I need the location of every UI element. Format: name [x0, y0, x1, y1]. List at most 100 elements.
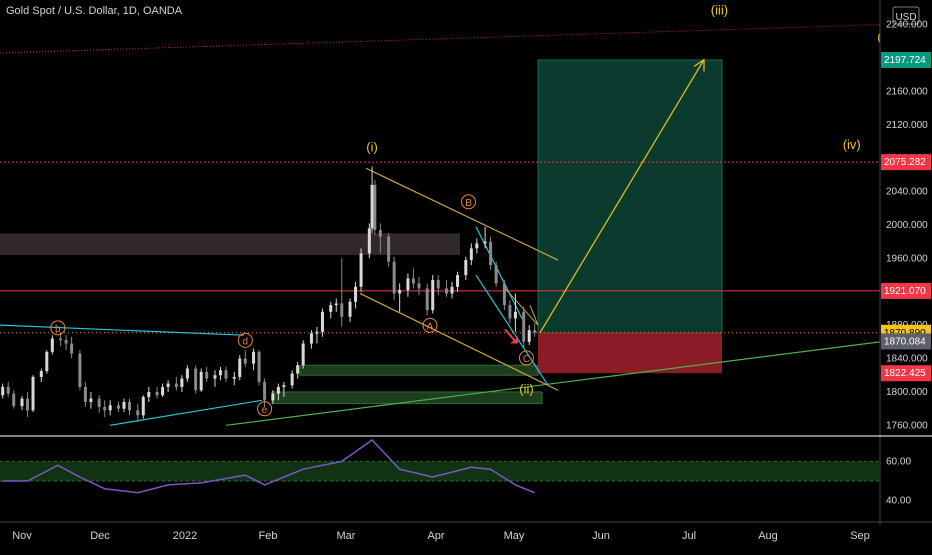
x-tick-label: Feb: [259, 530, 278, 542]
candle: [20, 396, 24, 411]
candle: [533, 323, 537, 337]
wave-label: (iii): [711, 3, 728, 18]
candle: [174, 376, 178, 391]
x-tick-label: Nov: [12, 530, 32, 542]
candle: [136, 403, 140, 422]
candle: [522, 306, 526, 349]
candle: [276, 383, 280, 401]
candle: [425, 283, 429, 316]
candle: [78, 350, 82, 391]
candle: [147, 386, 151, 402]
candle: [12, 390, 16, 409]
candle: [205, 366, 209, 382]
sub-wave-circle: [237, 332, 253, 348]
sub-wave-label: b: [55, 324, 61, 335]
candle: [494, 261, 498, 287]
candle: [97, 395, 101, 413]
candle: [50, 335, 54, 355]
chart-title: Gold Spot / U.S. Dollar, 1D, OANDA: [6, 5, 183, 17]
price-label: 1921.070: [884, 286, 926, 297]
candle: [456, 271, 460, 292]
sub-wave-circle: [257, 401, 273, 417]
x-tick-label: May: [504, 530, 525, 542]
candle: [301, 340, 305, 369]
candle: [166, 380, 170, 392]
sub-wave-circle: [518, 350, 534, 366]
support-zone-upper: [299, 364, 539, 376]
sub-wave-circle: [461, 194, 477, 210]
sub-wave-label: B: [465, 198, 472, 209]
candle: [155, 386, 159, 399]
candle: [464, 256, 468, 281]
cyan-lower-line: [109, 399, 263, 426]
price-label-box: [881, 154, 931, 171]
candle: [367, 223, 371, 259]
candle: [199, 368, 203, 392]
y-tick-label: 2240.000: [886, 20, 928, 31]
price-label: 1870.890: [884, 328, 926, 339]
x-tick-label: Jun: [592, 530, 610, 542]
candle: [392, 256, 396, 301]
candle: [417, 276, 421, 296]
y-tick-label: 1800.000: [886, 387, 928, 398]
price-label: 2075.282: [884, 157, 926, 168]
rsi-level-label: 40.00: [886, 495, 911, 506]
y-tick-label: 2040.000: [886, 187, 928, 198]
candle: [387, 233, 391, 267]
sub-wave-circle: [50, 320, 66, 336]
candle: [257, 350, 261, 386]
rsi-band: [0, 461, 880, 481]
candle: [469, 243, 473, 266]
candle: [373, 179, 377, 236]
candle: [354, 281, 358, 309]
rsi-level-label: 60.00: [886, 456, 911, 467]
candle: [489, 236, 493, 271]
sub-wave-label: d: [243, 336, 249, 347]
candle: [527, 325, 531, 346]
price-label: 2197.724: [884, 55, 926, 66]
candle: [141, 395, 145, 419]
candle: [271, 390, 275, 404]
candle: [411, 268, 415, 289]
candle: [224, 366, 228, 382]
candle: [128, 398, 132, 416]
candle: [436, 275, 440, 296]
stop-zone: [538, 332, 722, 374]
candle: [31, 375, 35, 412]
cyan-wedge-lower: [475, 274, 549, 386]
candle: [340, 258, 344, 327]
candle: [252, 348, 256, 371]
candle: [450, 281, 454, 299]
x-tick-label: Apr: [427, 530, 444, 542]
cyan-upper-line: [0, 324, 245, 336]
y-tick-label: 2120.000: [886, 120, 928, 131]
candle: [398, 283, 402, 312]
candle: [108, 400, 112, 416]
resistance-zone: [0, 233, 460, 256]
y-tick-label: 1960.000: [886, 253, 928, 264]
candle: [26, 391, 30, 417]
candle: [39, 368, 43, 382]
candle: [180, 375, 184, 392]
price-label: 1870.084: [884, 336, 926, 347]
x-tick-label: Mar: [337, 530, 356, 542]
sub-wave-circle: [422, 317, 438, 333]
candle: [161, 383, 165, 397]
y-tick-label: 1840.000: [886, 354, 928, 365]
candle: [213, 370, 217, 387]
candle: [194, 365, 198, 394]
candle: [475, 238, 479, 254]
candle: [282, 381, 286, 397]
sub-wave-label: A: [427, 321, 434, 332]
currency-label: USD: [895, 12, 916, 23]
channel-lower: [359, 292, 559, 391]
candle: [218, 366, 222, 381]
candle: [329, 301, 333, 319]
candle: [6, 381, 10, 397]
wave-label: (iv): [843, 137, 861, 152]
candle: [445, 280, 449, 297]
x-tick-label: Aug: [758, 530, 778, 542]
x-tick-label: 2022: [173, 530, 197, 542]
